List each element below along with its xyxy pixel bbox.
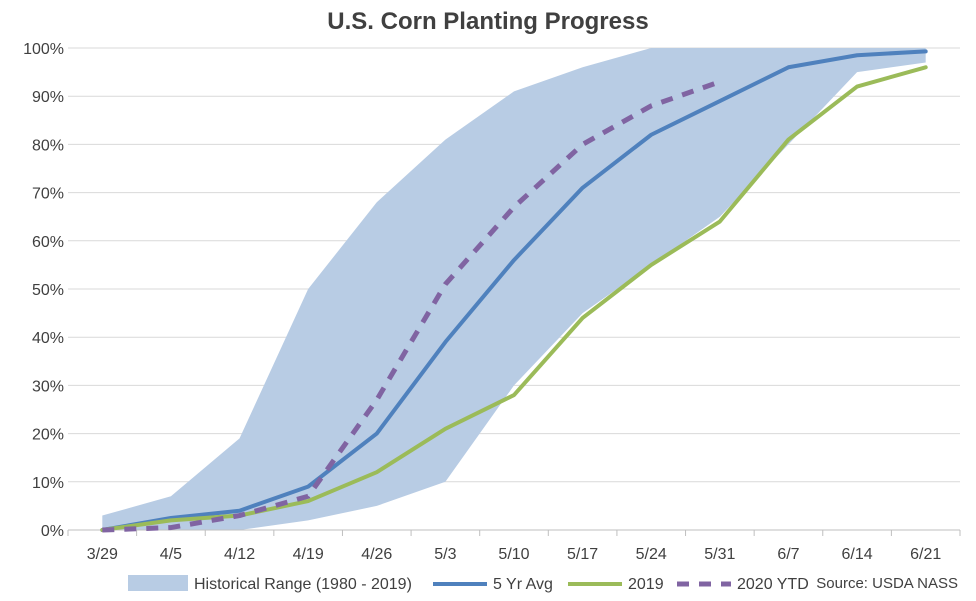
x-tick-label: 6/14 bbox=[842, 546, 873, 563]
y-tick-label: 20% bbox=[32, 427, 64, 444]
x-tick-label: 4/5 bbox=[160, 546, 182, 563]
y-tick-label: 70% bbox=[32, 186, 64, 203]
x-tick-label: 3/29 bbox=[87, 546, 118, 563]
legend-label-5-yr-avg: 5 Yr Avg bbox=[493, 576, 553, 593]
y-tick-label: 50% bbox=[32, 282, 64, 299]
legend-swatch-historical-range bbox=[128, 575, 188, 591]
x-tick-label: 5/3 bbox=[434, 546, 456, 563]
series-line-5-yr-avg bbox=[100, 49, 928, 532]
y-tick-label: 60% bbox=[32, 234, 64, 251]
chart-title: U.S. Corn Planting Progress bbox=[327, 8, 649, 35]
x-tick-label: 4/12 bbox=[224, 546, 255, 563]
source-note: Source: USDA NASS bbox=[816, 575, 958, 592]
y-tick-label: 100% bbox=[23, 41, 64, 58]
y-tick-label: 30% bbox=[32, 378, 64, 395]
legend-label-2019: 2019 bbox=[628, 576, 664, 593]
historical-range-band bbox=[102, 48, 926, 530]
x-tick-label: 5/10 bbox=[498, 546, 529, 563]
y-tick-label: 0% bbox=[41, 523, 64, 540]
legend-label-historical-range: Historical Range (1980 - 2019) bbox=[194, 576, 412, 593]
x-tick-label: 5/31 bbox=[704, 546, 735, 563]
x-tick-label: 6/21 bbox=[910, 546, 941, 563]
x-tick-label: 5/24 bbox=[636, 546, 667, 563]
y-tick-label: 80% bbox=[32, 137, 64, 154]
x-tick-label: 6/7 bbox=[777, 546, 799, 563]
x-tick-label: 5/17 bbox=[567, 546, 598, 563]
y-tick-label: 10% bbox=[32, 475, 64, 492]
y-tick-label: 90% bbox=[32, 89, 64, 106]
x-tick-label: 4/19 bbox=[293, 546, 324, 563]
y-tick-label: 40% bbox=[32, 330, 64, 347]
x-tick-label: 4/26 bbox=[361, 546, 392, 563]
legend-label-2020-ytd: 2020 YTD bbox=[737, 576, 809, 593]
